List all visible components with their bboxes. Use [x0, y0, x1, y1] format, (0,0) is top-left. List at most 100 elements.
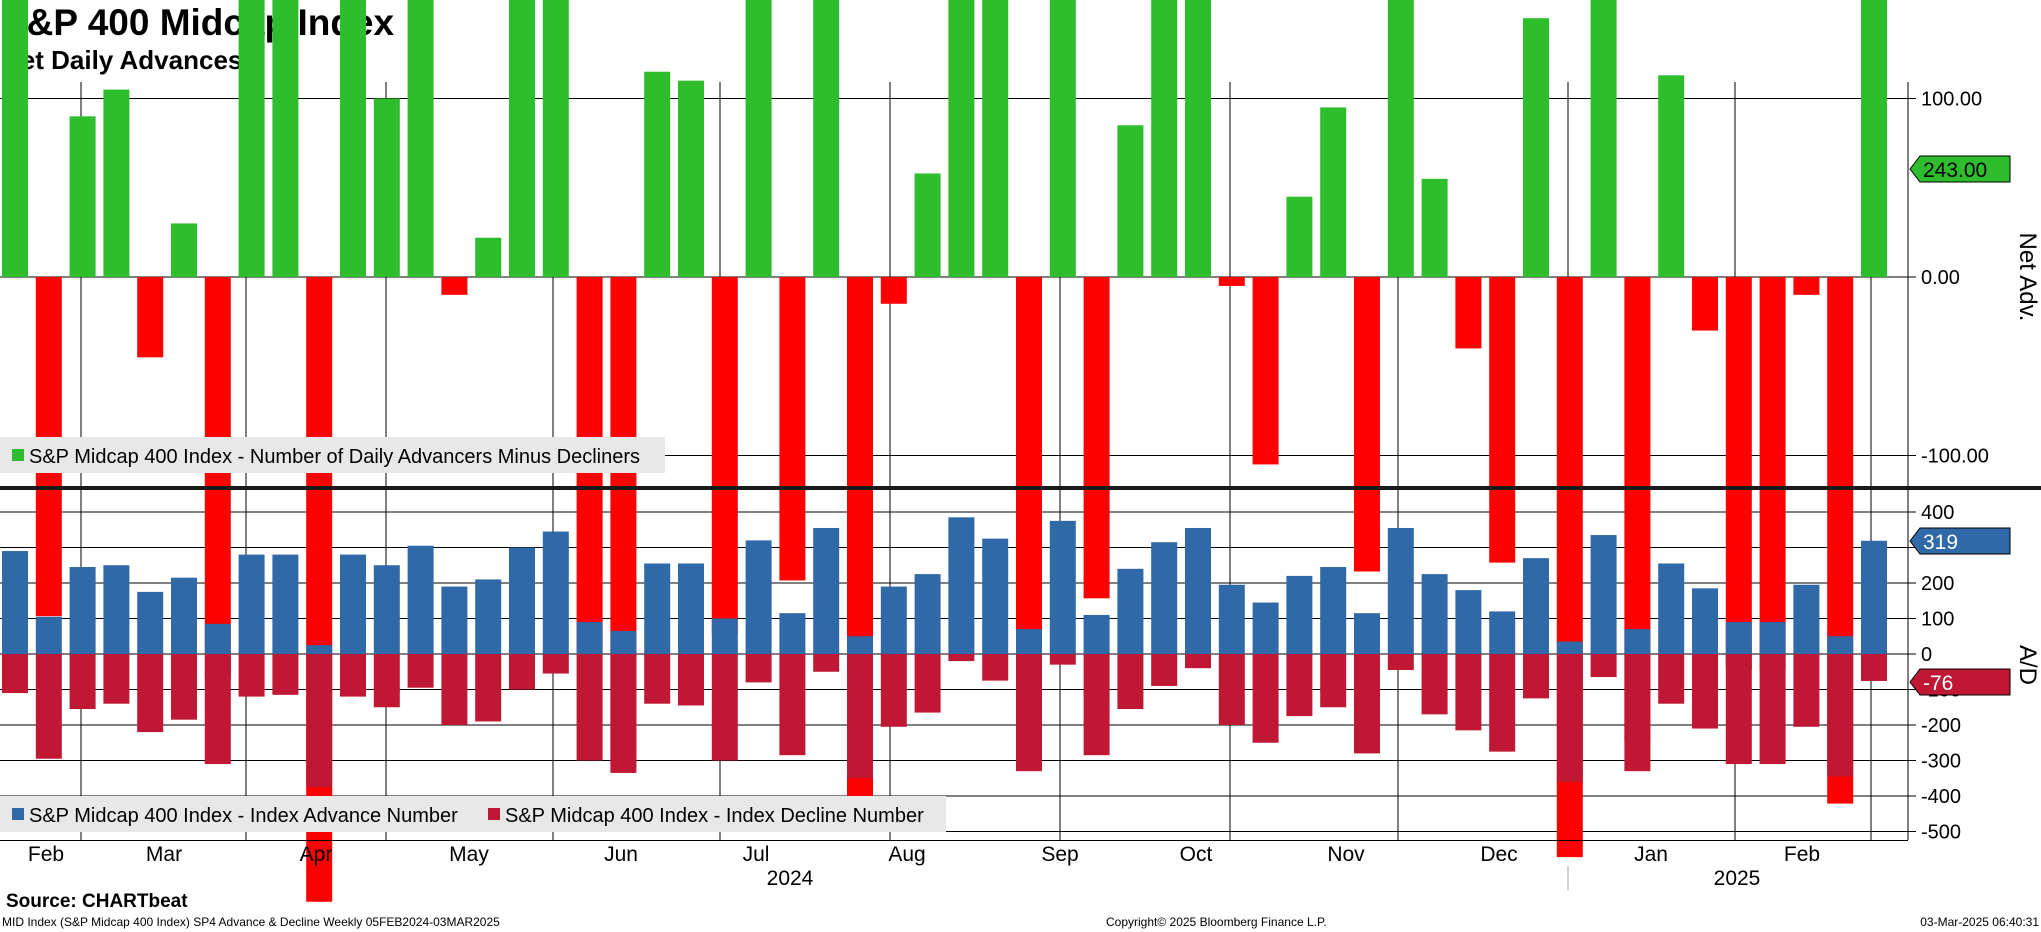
advance-bar — [407, 545, 434, 654]
decline-bar — [711, 654, 738, 761]
advance-bar — [711, 618, 738, 654]
x-month-label: Feb — [28, 843, 64, 866]
advance-bar — [1387, 527, 1414, 654]
advance-bar — [340, 554, 366, 654]
decline-bar — [1523, 654, 1549, 699]
decline-bar — [2, 654, 28, 694]
decline-bar — [880, 654, 907, 727]
net-adv-bar — [1083, 277, 1110, 599]
net-adv-bar — [982, 0, 1009, 277]
net-adv-bar — [1421, 178, 1448, 277]
net-adv-bar — [779, 277, 806, 581]
last-value-tag-decline-label: -76 — [1923, 672, 1953, 695]
decline-bar — [982, 654, 1009, 681]
decline-bar — [745, 654, 772, 683]
net-adv-bar — [1793, 277, 1820, 295]
legend-label: S&P Midcap 400 Index - Index Decline Num… — [505, 805, 924, 827]
legend-ad-bg — [0, 796, 946, 832]
decline-bar — [103, 654, 130, 704]
advance-bar — [779, 613, 806, 654]
decline-bar — [1489, 654, 1516, 752]
x-month-label: Aug — [888, 843, 925, 866]
decline-bar — [1556, 654, 1583, 782]
legend-net-bg — [0, 437, 665, 473]
x-month-label: Jan — [1634, 843, 1668, 866]
advance-bar — [137, 591, 164, 654]
net-adv-bar — [1218, 277, 1245, 286]
net-adv-bar — [1590, 0, 1617, 278]
last-value-tag-decline: -76 — [1909, 668, 2011, 696]
net-adv-bar — [1117, 125, 1144, 278]
decline-bar — [948, 654, 975, 662]
legend-net: S&P Midcap 400 Index - Number of Daily A… — [0, 437, 665, 473]
net-adv-bar — [1286, 196, 1313, 277]
net-adv-bar — [914, 173, 941, 277]
y-tick-label: 0 — [1921, 644, 1932, 666]
y-axis-title-net-adv: Net Adv. — [2014, 233, 2041, 322]
advance-bar — [1861, 540, 1887, 654]
advance-bar — [35, 616, 62, 654]
net-adv-bar — [1252, 277, 1279, 465]
advance-bar — [103, 565, 130, 654]
advance-bar — [1421, 574, 1448, 654]
last-value-tag-advance-shape — [1909, 527, 2011, 555]
decline-bar — [1590, 654, 1617, 678]
decline-bar — [69, 654, 96, 710]
advance-bar — [847, 636, 873, 654]
decline-bar — [340, 654, 366, 697]
decline-bar — [610, 654, 637, 773]
advance-bar — [1049, 520, 1076, 654]
advance-bar — [914, 574, 941, 654]
decline-bar — [1793, 654, 1820, 727]
decline-bar — [204, 654, 231, 765]
advance-bar — [1354, 613, 1380, 654]
y-axis-title-ad: A/D — [2014, 645, 2041, 685]
decline-bar — [1083, 654, 1110, 756]
decline-bar — [1692, 654, 1718, 729]
advance-bar — [1827, 636, 1854, 654]
x-month-label: Jul — [743, 843, 770, 866]
net-adv-bar — [880, 277, 907, 304]
advance-bar — [204, 623, 231, 654]
x-year-label: 2025 — [1714, 867, 1761, 890]
advance-bar — [1218, 584, 1245, 654]
chart-title: S&P 400 Midcap Index — [2, 2, 395, 43]
decline-bar — [373, 654, 400, 708]
decline-bar — [1725, 654, 1752, 765]
net-adv-bar — [1523, 18, 1549, 278]
net-adv-bar — [1692, 277, 1718, 331]
legend-label: S&P Midcap 400 Index - Number of Daily A… — [29, 446, 640, 468]
decline-bar — [407, 654, 434, 688]
decline-bar — [1320, 654, 1347, 708]
advance-bar — [982, 538, 1009, 654]
decline-bar — [1252, 654, 1279, 743]
net-adv-bar — [509, 0, 535, 277]
decline-bar — [1624, 654, 1651, 772]
advance-bar — [745, 540, 772, 654]
net-adv-bar — [1354, 277, 1380, 572]
y-tick-label: 100.00 — [1921, 89, 1982, 111]
advance-bar — [542, 531, 569, 654]
decline-bar — [475, 654, 502, 722]
decline-bar — [171, 654, 197, 720]
advance-bar — [1523, 558, 1549, 654]
decline-bar — [1016, 654, 1042, 772]
advance-bar — [678, 563, 704, 654]
net-adv-bar — [1049, 0, 1076, 277]
last-value-tag-advance-label: 319 — [1923, 531, 1958, 554]
decline-bar — [1218, 654, 1245, 725]
last-value-tag-decline-shape — [1909, 668, 2011, 696]
x-month-label: Nov — [1327, 843, 1365, 866]
net-adv-bar — [475, 237, 502, 277]
net-adv-bar — [745, 0, 772, 277]
decline-bar — [1455, 654, 1482, 731]
y-tick-label: -400 — [1921, 786, 1961, 808]
decline-bar — [1827, 654, 1854, 777]
advance-bar — [1624, 629, 1651, 654]
net-adv-bar — [711, 277, 738, 634]
decline-bar — [1354, 654, 1380, 754]
last-value-tag-advance: 319 — [1909, 527, 2011, 555]
x-month-label: Jun — [604, 843, 638, 866]
advance-bar — [1759, 622, 1786, 654]
net-adv-bar — [1658, 75, 1685, 277]
